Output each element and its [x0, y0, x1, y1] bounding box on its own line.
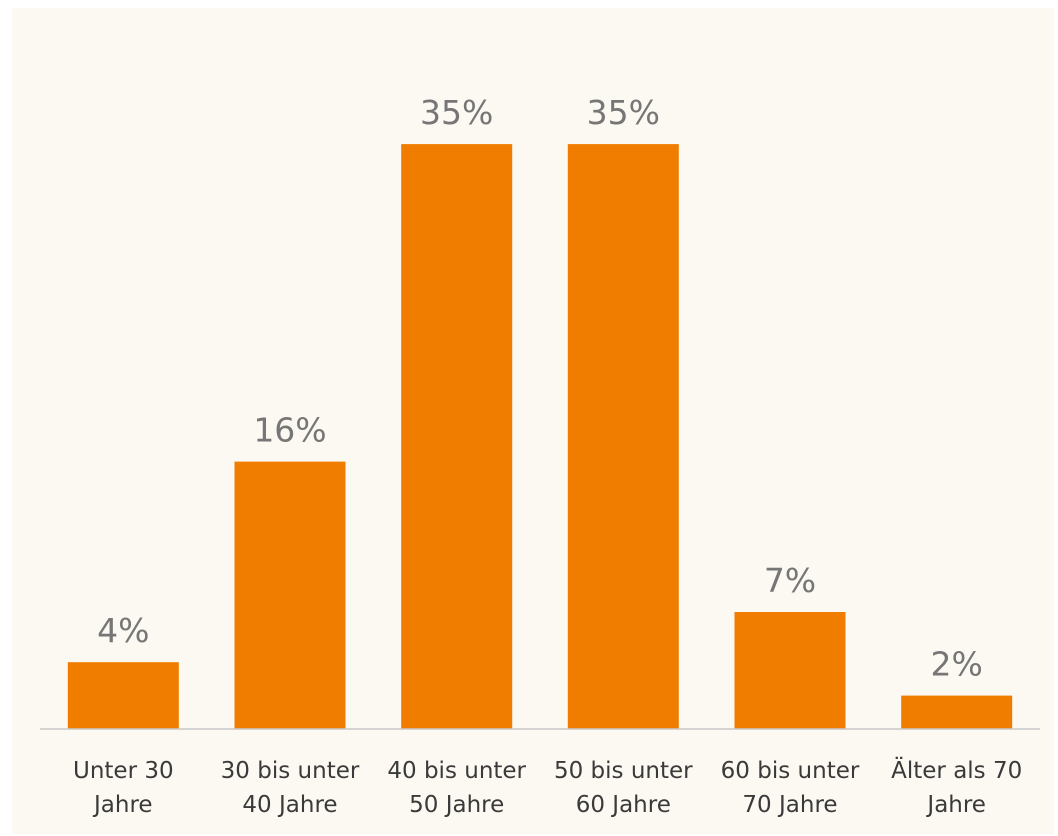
- category-label-2-line-0: 40 bis unter: [387, 758, 526, 784]
- value-label-4: 7%: [764, 561, 816, 600]
- category-label-3-line-1: 60 Jahre: [576, 792, 671, 818]
- bar-3: [567, 144, 679, 730]
- category-label-1-line-1: 40 Jahre: [242, 792, 337, 818]
- category-labels-group: Unter 30 Jahre 30 bis unter 40 Jahre 40 bis …: [73, 756, 1022, 818]
- category-label-0-line-1: Jahre: [92, 792, 153, 818]
- category-label-4-line-0: 60 bis unter: [721, 758, 860, 784]
- bar-4: [734, 612, 846, 729]
- category-label-4-line-1: 70 Jahre: [742, 792, 837, 818]
- value-labels-group: 4% 16% 35% 35% 7% 2%: [97, 93, 983, 684]
- category-label-0-line-0: Unter 30: [73, 758, 174, 784]
- bar-1: [234, 461, 346, 729]
- category-label-1-line-0: 30 bis unter: [221, 758, 360, 784]
- value-label-0: 4%: [97, 611, 149, 650]
- value-label-2: 35%: [420, 93, 493, 132]
- bar-5: [901, 695, 1013, 729]
- chart-background: [12, 8, 1054, 834]
- category-label-5-line-0: Älter als 70: [891, 756, 1022, 784]
- bar-0: [67, 662, 179, 729]
- bars-group: [67, 144, 1013, 730]
- value-label-5: 2%: [931, 645, 983, 684]
- category-label-2-line-1: 50 Jahre: [409, 792, 504, 818]
- category-label-5-line-1: Jahre: [925, 792, 986, 818]
- value-label-3: 35%: [587, 93, 660, 132]
- value-label-1: 16%: [253, 411, 326, 450]
- category-label-3-line-0: 50 bis unter: [554, 758, 693, 784]
- bar-2: [401, 144, 513, 730]
